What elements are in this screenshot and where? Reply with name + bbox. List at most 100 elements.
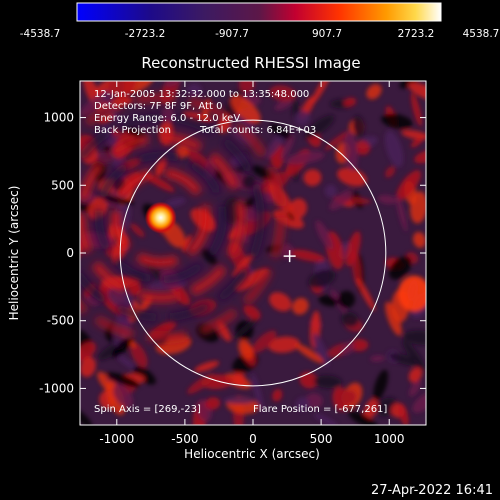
- texture-blob: [337, 290, 356, 309]
- texture-blob: [305, 393, 323, 409]
- texture-blob: [413, 231, 426, 248]
- y-tick-label: 0: [66, 246, 74, 260]
- texture-blob: [133, 366, 156, 385]
- texture-blob: [370, 355, 385, 362]
- texture-blob: [343, 97, 357, 107]
- texture-blob: [388, 353, 422, 367]
- texture-blob: [304, 115, 335, 139]
- texture-blob: [243, 305, 261, 320]
- texture-blob: [285, 151, 325, 165]
- ring-artifact: [94, 151, 227, 284]
- texture-blob: [355, 140, 370, 155]
- texture-blob: [230, 125, 250, 145]
- texture-blob: [366, 84, 382, 100]
- texture-blob: [113, 384, 134, 408]
- colorbar-tick-label: -2723.2: [125, 28, 166, 40]
- time-range-text: 12-Jan-2005 13:32:32.000 to 13:35:48.000: [94, 89, 309, 100]
- texture-blob: [130, 342, 148, 368]
- texture-blob: [194, 360, 220, 373]
- texture-blob: [161, 107, 175, 123]
- texture-blob: [408, 82, 426, 101]
- texture-blob: [303, 169, 322, 187]
- texture-blob: [315, 220, 334, 250]
- flare-position-text: Flare Position = [-677,261]: [253, 404, 387, 415]
- texture-blob: [268, 336, 300, 353]
- total-counts-text: Total counts: 6.84E+03: [199, 125, 316, 136]
- texture-blob: [144, 173, 175, 192]
- ring-artifact: [80, 113, 265, 322]
- texture-blob: [98, 114, 115, 124]
- texture-blob: [414, 150, 426, 164]
- ring-artifact: [80, 93, 285, 342]
- texture-blob: [233, 371, 246, 387]
- texture-blob: [408, 367, 423, 383]
- ring-artifact: [80, 132, 246, 303]
- texture-blob: [348, 410, 379, 425]
- texture-blob: [324, 184, 337, 198]
- texture-blob: [251, 373, 264, 412]
- texture-blob: [112, 336, 133, 359]
- colorbar-tick-label: 2723.2: [398, 28, 435, 40]
- texture-blob: [292, 297, 309, 315]
- texture-blob: [186, 83, 202, 98]
- spin-axis-crosshair: [283, 250, 296, 263]
- y-tick-label: -500: [47, 314, 74, 328]
- timestamp: 27-Apr-2022 16:41: [371, 483, 493, 498]
- texture-blob: [289, 249, 326, 262]
- colorbar-gradient: [76, 2, 442, 22]
- texture-blob: [251, 165, 275, 180]
- edge-bright-patch: [398, 275, 426, 312]
- colorbar-tick-label: -907.7: [215, 28, 249, 40]
- texture-blob: [318, 295, 338, 307]
- flare-source: [144, 201, 177, 234]
- texture-blob: [165, 197, 186, 207]
- texture-blob: [165, 81, 181, 87]
- spin-axis-text: Spin Axis = [269,-23]: [94, 404, 201, 415]
- ring-artifact: [111, 168, 211, 268]
- texture-blob: [295, 397, 310, 411]
- texture-blob: [242, 175, 257, 189]
- texture-blob: [130, 223, 145, 238]
- ring-artifacts: [80, 93, 285, 342]
- texture-blob: [202, 249, 217, 265]
- texture-blob: [182, 234, 192, 252]
- y-tick-label: 1000: [43, 111, 74, 125]
- texture-blob: [269, 123, 293, 141]
- colorbar-tick-label: 907.7: [312, 28, 342, 40]
- texture-blob: [232, 253, 254, 278]
- colorbar-tick-labels: -4538.7 -2723.2 -907.7 907.7 2723.2 4538.7: [20, 28, 500, 40]
- texture-blob: [399, 81, 418, 89]
- texture-blob: [308, 269, 336, 289]
- texture-blob: [410, 191, 426, 224]
- texture-blob: [295, 343, 324, 364]
- texture-blob: [269, 292, 292, 312]
- texture-blob: [410, 92, 422, 127]
- texture-blob: [385, 166, 396, 178]
- texture-blob: [409, 380, 421, 397]
- texture-blob: [373, 369, 389, 401]
- colorbar: -4538.7 -2723.2 -907.7 907.7 2723.2 4538.7: [20, 2, 500, 40]
- x-tick-label: 0: [249, 432, 257, 446]
- texture-blob: [343, 131, 358, 171]
- texture-blob: [313, 375, 342, 389]
- texture-blob: [223, 396, 255, 404]
- detectors-text: Detectors: 7F 8F 9F, Att 0: [94, 101, 222, 112]
- texture-blob: [377, 194, 397, 205]
- texture-blob: [312, 333, 330, 368]
- texture-blob: [238, 339, 254, 360]
- texture-blob: [128, 282, 142, 296]
- texture-blob: [349, 338, 369, 352]
- texture-blob: [107, 287, 135, 309]
- texture-blob: [337, 167, 367, 187]
- texture-blob: [401, 130, 426, 140]
- texture-blob: [289, 198, 307, 219]
- texture-blob: [280, 134, 295, 160]
- texture-blob: [395, 194, 408, 232]
- texture-blob: [80, 341, 96, 362]
- axes: -1000 -500 0 500 1000 -1000 -500 0 500 1000: [39, 81, 426, 446]
- texture-blob: [313, 413, 339, 425]
- x-tick-label: 500: [310, 432, 333, 446]
- texture-blob: [311, 81, 331, 105]
- texture-blob: [272, 389, 283, 402]
